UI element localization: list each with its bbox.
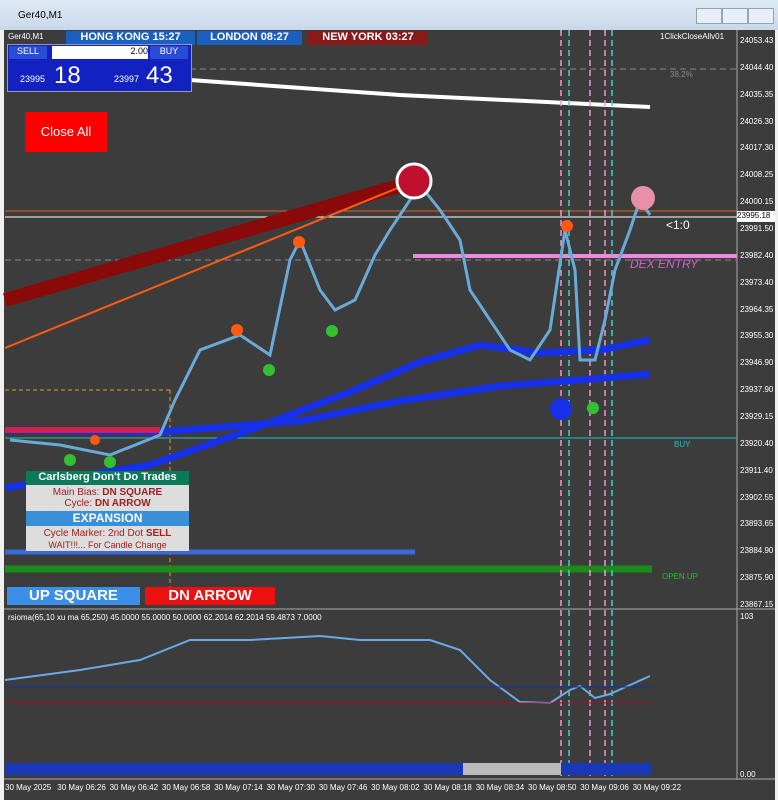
time-axis-label: 30 May 08:18 [423, 783, 472, 792]
bid-prefix: 23995 [20, 74, 46, 84]
sell-button[interactable]: SELL [9, 46, 47, 59]
fib-label: 38.2% [670, 70, 693, 79]
info-bias: Main Bias: DN SQUARE [26, 487, 189, 498]
badge: DN ARROW [145, 587, 275, 605]
price-axis-label: 23955.30 [740, 331, 774, 341]
price-axis-label: 24000.15 [740, 197, 774, 207]
price-axis-label: 23946.90 [740, 358, 774, 368]
time-axis-label: 30 May 09:06 [580, 783, 629, 792]
price-axis-label: 23973.40 [740, 277, 774, 287]
price-axis-label: 24017.30 [740, 143, 774, 153]
buy-button[interactable]: BUY [150, 46, 188, 59]
session: HONG KONG 15:27 [66, 31, 195, 45]
info-marker: Cycle Marker: 2nd Dot SELL [26, 528, 189, 539]
value: DN SQUARE [102, 487, 163, 498]
title-bar [0, 0, 778, 30]
value: SELL [145, 528, 172, 539]
indicator-bottom: 0.00 [740, 770, 756, 779]
trend-line [4, 184, 406, 349]
price-axis-label: 23991.50 [740, 224, 774, 233]
price-axis-label: 23937.90 [740, 385, 774, 395]
price-axis-label: 24044.40 [740, 62, 774, 72]
info-title: Carlsberg Don't Do Trades [26, 471, 189, 485]
price-axis-label: 23902.55 [740, 492, 774, 502]
price-axis-label: 24008.25 [740, 170, 774, 180]
price-axis-label: 24026.30 [740, 116, 774, 126]
bid-suffix: 18 [54, 62, 81, 89]
info-state: EXPANSION [26, 511, 189, 526]
session: LONDON 08:27 [197, 31, 302, 45]
time-axis-label: 30 May 08:34 [475, 783, 525, 792]
time-axis-label: 30 May 07:14 [214, 783, 263, 792]
close-button[interactable] [748, 8, 774, 24]
current-price: 23995.18 [737, 211, 775, 222]
price-axis-label: 23867.15 [740, 600, 774, 609]
maximize-button[interactable] [722, 8, 748, 24]
ask-suffix: 43 [146, 62, 173, 89]
info-cycle: Cycle: DN ARROW [26, 498, 189, 509]
indicator-label: rsioma(65,10 xu ma 65,250) 45.0000 55.00… [8, 613, 322, 622]
time-axis-label: 30 May 09:22 [632, 783, 682, 792]
open-label: OPEN UP [662, 572, 699, 581]
time-axis-label: 30 May 07:30 [266, 783, 315, 792]
time-axis-label: 30 May 07:46 [318, 783, 368, 792]
price-axis-label: 23911.40 [740, 465, 773, 475]
price-axis-label: 23875.90 [740, 573, 774, 583]
price-axis-label: 23929.15 [740, 412, 774, 421]
ask-prefix: 23997 [114, 74, 140, 84]
time-axis-label: 30 May 08:50 [528, 783, 577, 792]
ratio-label: <1:0 [666, 218, 690, 232]
chart-area [4, 30, 775, 800]
session: NEW YORK 03:27 [308, 31, 428, 45]
badge: UP SQUARE [7, 587, 140, 605]
close-all-button[interactable]: Close All [25, 112, 107, 152]
price-axis-label: 24053.43 [740, 36, 774, 45]
price-axis-label: 23884.90 [740, 546, 774, 556]
time-axis-label: 30 May 2025 [5, 783, 52, 792]
trend-line [3, 178, 404, 307]
minimize-button[interactable] [696, 8, 722, 24]
ma-line [189, 78, 651, 109]
signal-dots [64, 162, 655, 468]
window-title: Ger40,M1 [18, 10, 63, 21]
price-axis-label: 23964.35 [740, 304, 774, 314]
lot-input[interactable]: 2.00 [52, 46, 148, 59]
price-axis-label: 23982.40 [740, 250, 774, 260]
histogram [463, 763, 561, 775]
info-wait: WAIT!!!... For Candle Change [48, 540, 167, 550]
indicator-top: 103 [740, 612, 754, 621]
time-axis-label: 30 May 06:42 [109, 783, 159, 792]
price-axis-label: 24035.35 [740, 89, 774, 99]
label: Main Bias: [52, 487, 100, 498]
label: Cycle Marker: 2nd Dot [43, 528, 144, 539]
ea-name: 1ClickCloseAllv01 [660, 32, 725, 41]
entry-label: DEX ENTRY [630, 257, 699, 271]
price-axis-label: 23920.40 [740, 438, 774, 448]
time-axis-label: 30 May 08:02 [371, 783, 420, 792]
rsi-line [4, 634, 651, 705]
buy-label: BUY [674, 440, 691, 449]
label: Cycle: [64, 498, 93, 509]
time-axis-label: 30 May 06:26 [57, 783, 106, 792]
time-axis-label: 30 May 06:58 [161, 783, 211, 792]
value: DN ARROW [94, 498, 151, 509]
price-axis-label: 23893.65 [740, 519, 774, 529]
symbol: Ger40,M1 [8, 32, 44, 41]
